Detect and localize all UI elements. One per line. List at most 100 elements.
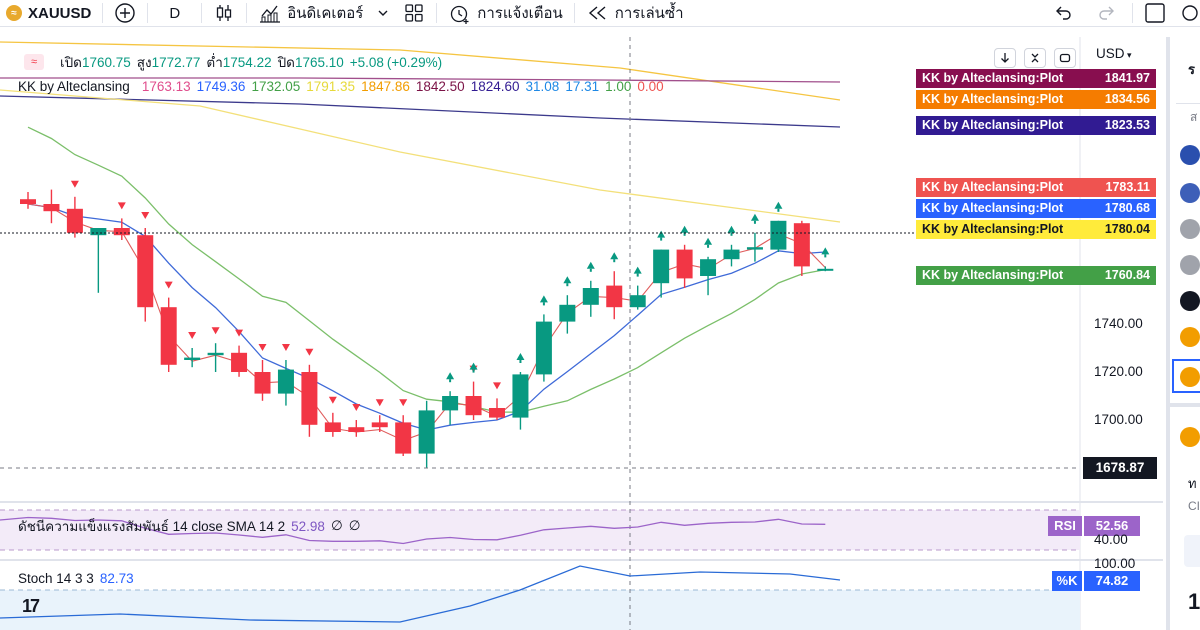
tradingview-logo[interactable]: 17	[22, 596, 52, 624]
settings-button[interactable]	[1174, 0, 1200, 27]
sell-signal-arrow	[211, 327, 220, 335]
indicator-legend-value: 1824.60	[470, 79, 520, 94]
sell-signal-arrow	[375, 399, 384, 407]
toolbar-divider	[1132, 3, 1133, 23]
selected-watchlist-row[interactable]	[1172, 359, 1200, 393]
price-tag-value: 1834.56	[1084, 90, 1156, 109]
symbol-search-button[interactable]: ≈ XAUUSD	[0, 0, 99, 27]
buy-signal-arrow	[774, 201, 783, 209]
rsi-pane	[0, 516, 826, 545]
indicators-button[interactable]: อินดิเคเตอร์	[250, 0, 371, 27]
toolbar-divider	[201, 3, 203, 23]
redo-button[interactable]	[1085, 0, 1129, 27]
gold-coin-icon	[1180, 427, 1200, 447]
price-tag-name: KK by Alteclansing:Plot	[916, 178, 1084, 197]
toolbar-divider	[246, 3, 248, 23]
close-label: ปิด	[277, 55, 295, 70]
candle-body	[395, 422, 412, 454]
stoch-band	[0, 590, 1080, 630]
candle-body	[489, 408, 505, 418]
buy-signal-arrow	[469, 362, 478, 370]
chart-canvas[interactable]	[0, 37, 1163, 630]
candle-body	[700, 259, 717, 276]
low-label: ต่ำ	[206, 55, 223, 70]
top-toolbar: ≈ XAUUSD D อินดิเคเตอร์ การแจ้งเตือน	[0, 0, 1200, 27]
high-value: 1772.77	[151, 54, 201, 70]
maximize-pane-button[interactable]	[1054, 48, 1076, 68]
candles-icon	[217, 5, 232, 21]
price-tag-value: 1780.04	[1084, 220, 1156, 239]
price-tag-name: KK by Alteclansing:Plot	[916, 69, 1084, 88]
coin-icon[interactable]	[1180, 291, 1200, 311]
undo-icon	[1056, 6, 1071, 20]
candle-body	[160, 307, 177, 365]
rsi-legend[interactable]: ดัชนีความแข็งแรงสัมพันธ์ 14 close SMA 14…	[18, 515, 360, 537]
indicator-legend-value: 31.08	[525, 79, 560, 94]
chevron-down-icon: ▾	[1124, 50, 1132, 60]
candle-body	[207, 352, 224, 356]
details-text: CI	[1188, 499, 1200, 513]
candle-body	[43, 204, 60, 212]
undo-button[interactable]	[1041, 0, 1085, 27]
stoch-legend-title: Stoch 14 3 3	[18, 571, 94, 586]
indicator-legend-value: 1847.86	[361, 79, 410, 94]
indicator-price-tag: KK by Alteclansing:Plot 1823.53	[916, 116, 1156, 135]
collapse-button[interactable]	[1024, 48, 1046, 68]
sell-signal-arrow	[235, 329, 244, 337]
candle-body	[559, 304, 576, 322]
moving-average-line	[0, 41, 841, 101]
candle-body	[676, 249, 693, 279]
stoch-value: 82.73	[99, 571, 134, 586]
coin-icon[interactable]	[1180, 255, 1200, 275]
toolbar-divider	[573, 3, 575, 23]
candle-body	[606, 285, 623, 308]
replay-button[interactable]: การเล่นซ้ำ	[578, 0, 692, 27]
candle-body	[371, 422, 388, 428]
ma-green-line	[27, 126, 826, 413]
logo-text: 17	[22, 596, 40, 616]
interval-button[interactable]: D	[151, 0, 198, 27]
details-box	[1184, 535, 1200, 567]
candle-body	[512, 374, 529, 418]
sell-signal-arrow	[70, 180, 79, 188]
gold-coin-icon[interactable]	[1180, 327, 1200, 347]
stoch-legend[interactable]: Stoch 14 3 3 82.73	[18, 571, 134, 586]
layouts-button[interactable]	[395, 0, 433, 27]
indicator-templates-button[interactable]	[371, 0, 395, 27]
indicator-legend[interactable]: KK by Alteclansing 1763.13 1749.36 1732.05…	[18, 79, 664, 94]
close-value: 1765.10	[294, 54, 344, 70]
compare-symbol-button[interactable]	[106, 0, 144, 27]
currency-selector[interactable]: USD ▾	[1096, 46, 1132, 61]
moving-average-line	[0, 89, 841, 223]
rewind-icon	[588, 6, 606, 20]
price-axis-label: 1740.00	[1094, 316, 1143, 331]
flag-icon[interactable]	[1180, 145, 1200, 165]
details-number: 1	[1188, 589, 1200, 614]
indicator-price-tag: KK by Alteclansing:Plot 1760.84	[916, 266, 1156, 285]
price-tag-name: KK by Alteclansing:Plot	[916, 90, 1084, 109]
coin-icon[interactable]	[1180, 219, 1200, 239]
price-tag-name: KK by Alteclansing:Plot	[916, 266, 1084, 285]
chart-type-button[interactable]	[205, 0, 243, 27]
candle-body	[770, 220, 787, 250]
sell-signal-arrow	[493, 382, 501, 390]
candle-body	[746, 247, 763, 250]
flag-icon[interactable]	[1180, 183, 1200, 203]
rsi-legend-title: ดัชนีความแข็งแรงสัมพันธ์ 14 close SMA 14…	[18, 519, 286, 534]
price-axis-label: 1720.00	[1094, 364, 1143, 379]
watchlist-row[interactable]: ส	[1176, 103, 1200, 127]
plus-circle-icon	[115, 3, 136, 23]
watchlist-panel: ร ส ท CI 1	[1166, 37, 1200, 630]
alerts-label: การแจ้งเตือน	[477, 5, 563, 22]
details-divider	[1170, 403, 1200, 407]
layout-square-button[interactable]	[1136, 0, 1174, 27]
scroll-down-button[interactable]	[994, 48, 1016, 68]
alerts-button[interactable]: การแจ้งเตือน	[440, 0, 570, 27]
open-label: เปิด	[60, 55, 82, 70]
sell-signal-arrow	[258, 344, 267, 351]
rsi-extra-1: ∅	[330, 518, 343, 533]
gold-coin-icon[interactable]	[1180, 367, 1200, 387]
price-tag-value: 1823.53	[1084, 116, 1156, 135]
sell-signal-arrow	[117, 202, 126, 210]
rsi-axis-label: 40.00	[1094, 532, 1128, 544]
